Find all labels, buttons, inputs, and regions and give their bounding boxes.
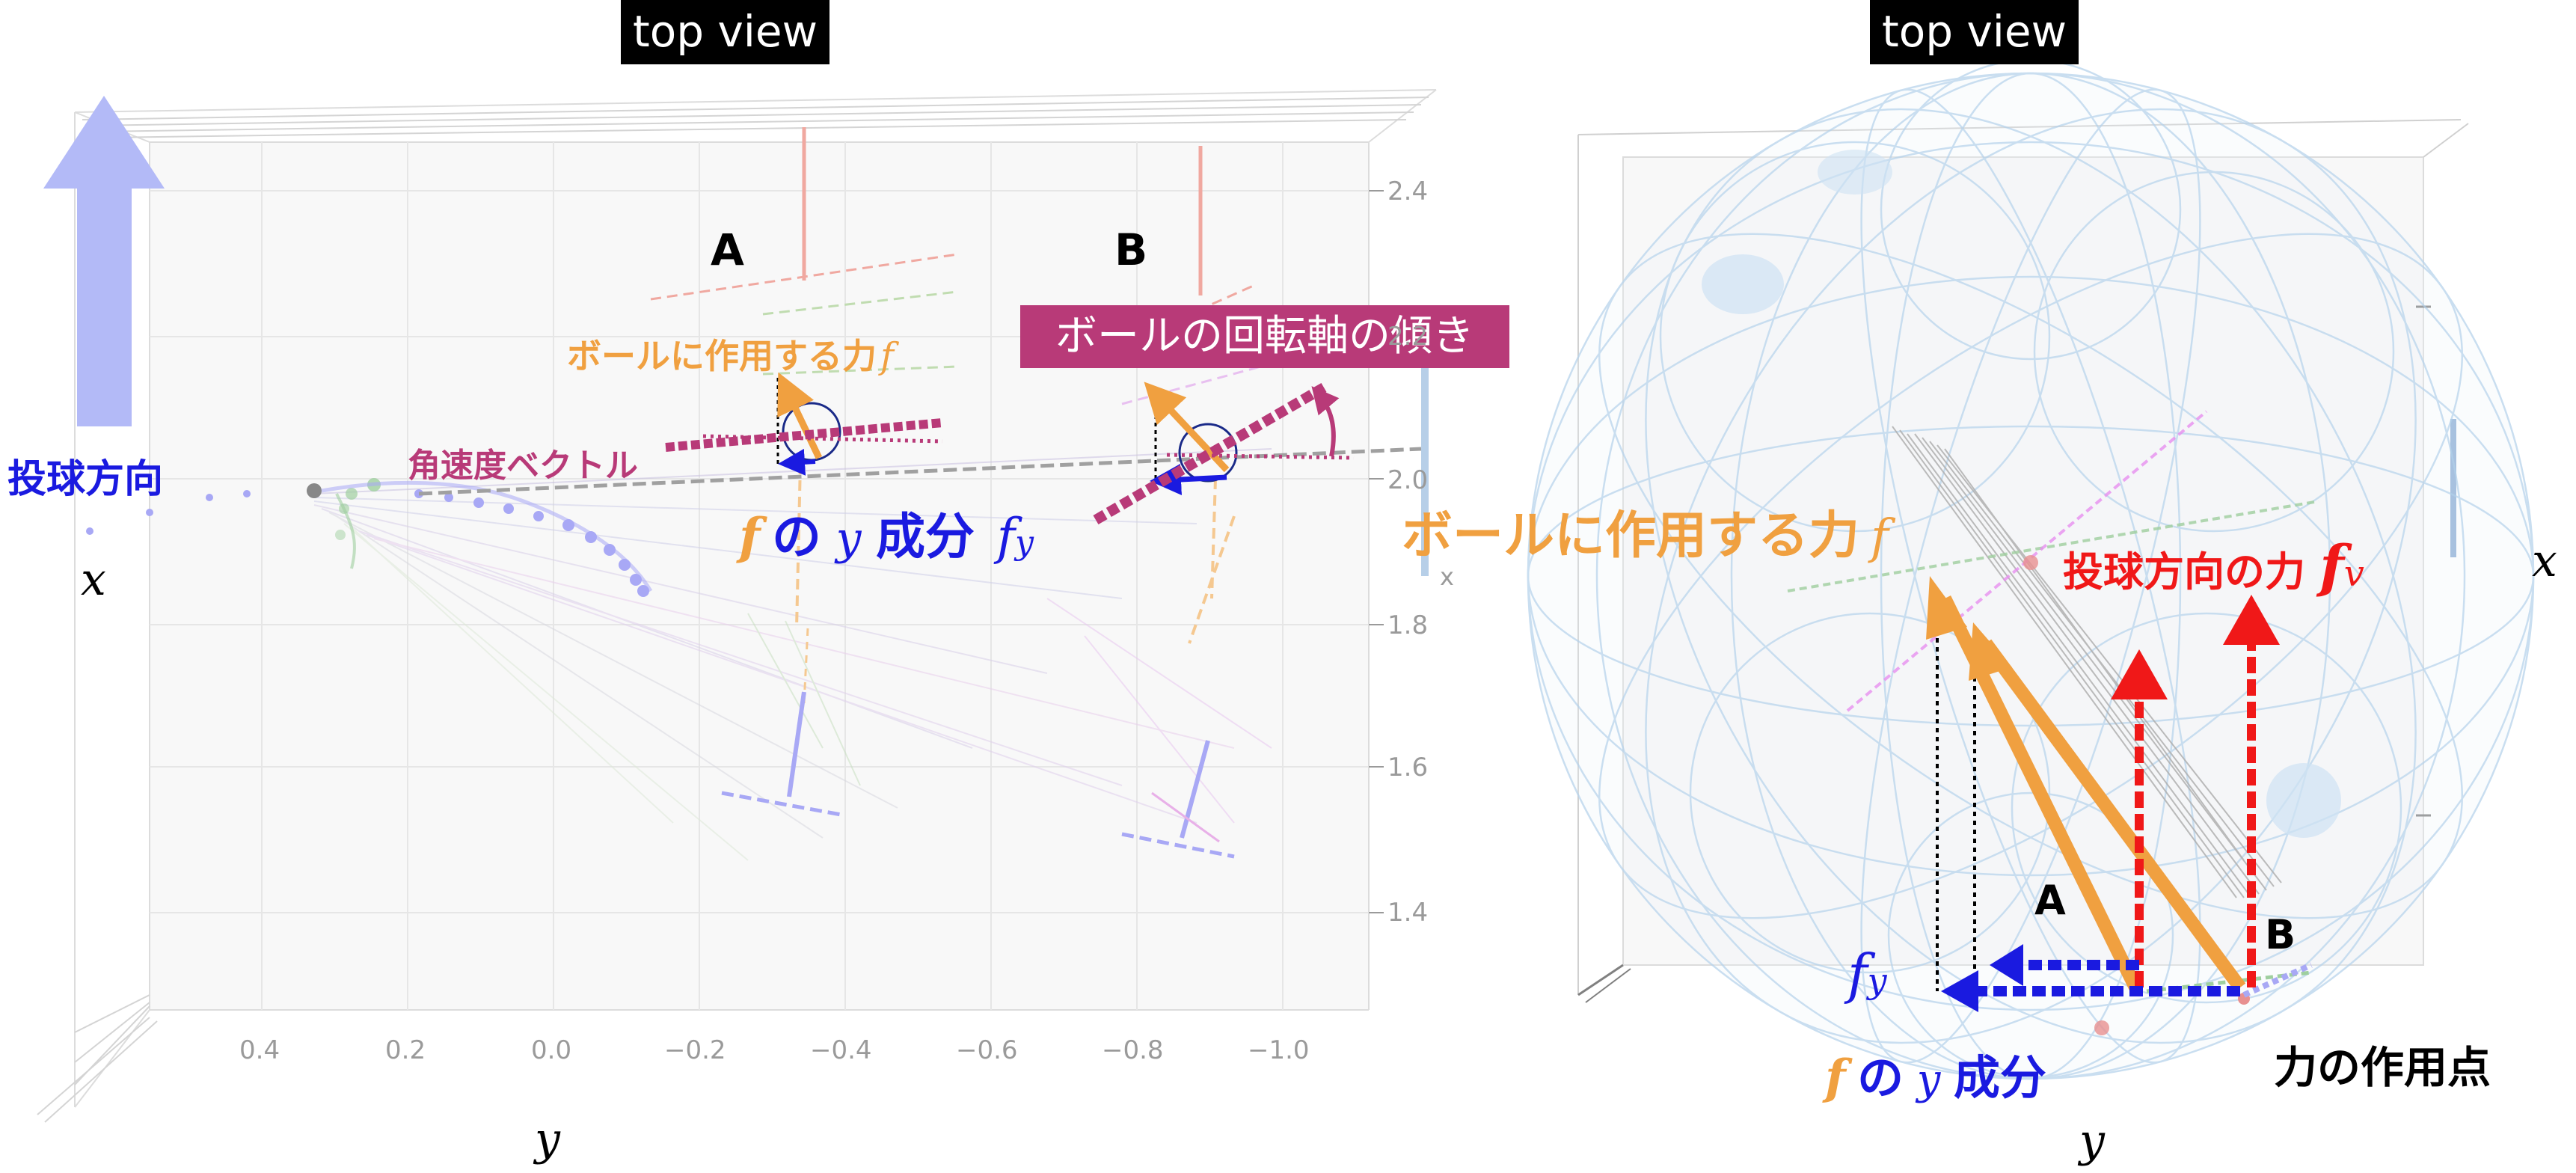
right-component-no: の xyxy=(1857,1050,1904,1105)
right-force-label: ボールに作用する力 f xyxy=(1402,494,1889,568)
left-component-no: の xyxy=(771,508,821,566)
left-axis-x-label: x xyxy=(81,554,106,606)
x-tick: 1.6 xyxy=(1387,753,1429,782)
right-fy-sub: y xyxy=(1867,961,1887,1001)
left-component-fy-sub: y xyxy=(1015,524,1034,562)
left-component-f: f xyxy=(739,507,761,566)
right-axis-y-label: y xyxy=(2079,1115,2105,1167)
left-trajectory-dots xyxy=(86,478,653,597)
left-component-fy: f xyxy=(996,508,1016,566)
y-tick: 0.4 xyxy=(239,1035,280,1065)
right-component-f: f xyxy=(1825,1050,1846,1106)
y-tick: −1.0 xyxy=(1248,1035,1310,1065)
spin-lines xyxy=(1892,426,2282,898)
left-component-y: y xyxy=(835,512,862,565)
left-force-text: ボールに作用する力 xyxy=(567,336,877,376)
pitch-force-text: 投球方向の力 xyxy=(2063,548,2305,595)
right-axis-x-label: x xyxy=(2532,535,2557,587)
right-fy-label: fy xyxy=(1847,943,1887,1005)
x-tick: 2.4 xyxy=(1387,177,1429,206)
left-label-b: B xyxy=(1114,224,1148,275)
left-title: top view xyxy=(621,0,830,64)
left-component-label: f の y 成分 fy xyxy=(739,497,1034,569)
x-tick: 1.4 xyxy=(1387,898,1429,928)
right-component-suffix: 成分 xyxy=(1953,1050,2046,1105)
y-tick: −0.6 xyxy=(956,1035,1018,1065)
right-title: top view xyxy=(1870,0,2079,64)
left-vectors-b xyxy=(1093,382,1355,525)
right-fy-symbol: f xyxy=(1847,943,1868,1005)
pitch-force-symbol: f xyxy=(2319,533,2344,599)
pitch-direction-arrow xyxy=(43,96,165,426)
right-vectors xyxy=(1926,576,2280,1012)
y-tick: −0.8 xyxy=(1102,1035,1164,1065)
right-label-a: A xyxy=(2034,877,2066,924)
x-tick: 2.2 xyxy=(1387,322,1429,352)
tilt-label: ボールの回転軸の傾き xyxy=(1020,305,1509,368)
right-force-text: ボールに作用する力 xyxy=(1402,506,1860,566)
action-point-label: 力の作用点 xyxy=(2274,1042,2491,1093)
y-tick: −0.4 xyxy=(810,1035,872,1065)
y-tick: −0.2 xyxy=(664,1035,726,1065)
x-tick: 2.0 xyxy=(1387,465,1429,495)
angular-velocity-label: 角速度ベクトル xyxy=(408,447,638,485)
left-vectors-a xyxy=(665,372,943,476)
y-tick: 0.2 xyxy=(385,1035,426,1065)
x-tick: 1.8 xyxy=(1387,610,1429,640)
left-axis-y-label: y xyxy=(535,1113,560,1166)
right-component-label: f の y 成分 xyxy=(1825,1040,2046,1107)
pitch-direction-label: 投球方向 xyxy=(7,457,164,502)
right-component-y: y xyxy=(1916,1056,1941,1104)
left-component-suffix: 成分 xyxy=(876,508,975,566)
left-label-a: A xyxy=(711,224,744,275)
left-axis-markers xyxy=(418,127,1429,859)
left-trajectory-lines xyxy=(313,448,1272,861)
left-axis-x-small: x xyxy=(1440,563,1454,591)
left-force-symbol: f xyxy=(880,335,894,377)
left-force-label: ボールに作用する力 f xyxy=(567,329,894,379)
right-force-symbol: f xyxy=(1871,509,1889,565)
y-tick: 0.0 xyxy=(531,1035,572,1065)
pitch-force-label: 投球方向の力 fv xyxy=(2063,533,2364,599)
pitch-force-sub: v xyxy=(2343,553,2364,595)
right-label-b: B xyxy=(2265,911,2296,958)
